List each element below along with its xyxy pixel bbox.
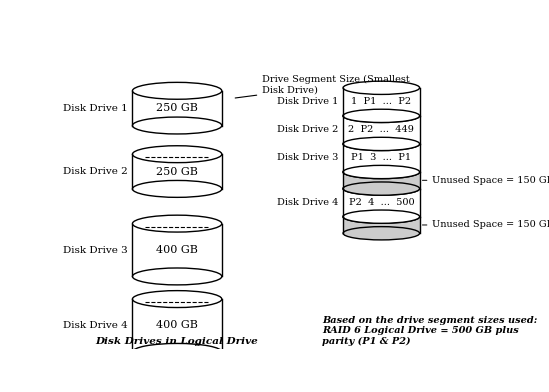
Ellipse shape xyxy=(343,227,419,240)
Text: Unused Space = 150 GB: Unused Space = 150 GB xyxy=(422,176,549,185)
Ellipse shape xyxy=(132,268,222,285)
Text: Disk Drive 2: Disk Drive 2 xyxy=(64,167,128,176)
Text: Unused Space = 150 GB: Unused Space = 150 GB xyxy=(422,220,549,229)
Text: Disk Drive 1: Disk Drive 1 xyxy=(277,97,339,106)
Text: 400 GB: 400 GB xyxy=(156,321,198,330)
Ellipse shape xyxy=(343,210,419,223)
Text: Disk Drive 3: Disk Drive 3 xyxy=(277,153,339,162)
Ellipse shape xyxy=(132,290,222,308)
FancyBboxPatch shape xyxy=(343,116,419,144)
FancyBboxPatch shape xyxy=(343,217,419,233)
FancyBboxPatch shape xyxy=(132,91,222,125)
Ellipse shape xyxy=(343,81,419,94)
Text: Disk Drive 4: Disk Drive 4 xyxy=(277,198,339,207)
Ellipse shape xyxy=(132,146,222,163)
Ellipse shape xyxy=(343,210,419,223)
FancyBboxPatch shape xyxy=(132,299,222,352)
Ellipse shape xyxy=(343,109,419,123)
FancyBboxPatch shape xyxy=(343,172,419,189)
Text: Disk Drives in Logical Drive: Disk Drives in Logical Drive xyxy=(96,337,259,346)
Ellipse shape xyxy=(132,82,222,99)
Text: P1  3  ...  P1: P1 3 ... P1 xyxy=(351,153,411,162)
Text: Disk Drive 4: Disk Drive 4 xyxy=(64,321,128,330)
Text: Disk Drive 1: Disk Drive 1 xyxy=(64,103,128,113)
FancyBboxPatch shape xyxy=(132,223,222,276)
Ellipse shape xyxy=(343,165,419,179)
FancyBboxPatch shape xyxy=(343,189,419,217)
Text: Based on the drive segment sizes used:
RAID 6 Logical Drive = 500 GB plus
parity: Based on the drive segment sizes used: R… xyxy=(322,316,537,346)
Ellipse shape xyxy=(343,137,419,151)
FancyBboxPatch shape xyxy=(132,154,222,189)
Text: 2  P2  ...  449: 2 P2 ... 449 xyxy=(349,125,414,134)
Text: 1  P1  ...  P2: 1 P1 ... P2 xyxy=(351,97,411,106)
Text: P2  4  ...  500: P2 4 ... 500 xyxy=(349,198,414,207)
Text: Disk Drive 2: Disk Drive 2 xyxy=(277,125,339,134)
Ellipse shape xyxy=(343,109,419,123)
Ellipse shape xyxy=(132,117,222,134)
Text: 250 GB: 250 GB xyxy=(156,103,198,113)
Text: Drive Segment Size (Smallest
Disk Drive): Drive Segment Size (Smallest Disk Drive) xyxy=(235,75,410,98)
Ellipse shape xyxy=(343,165,419,179)
Text: 250 GB: 250 GB xyxy=(156,167,198,176)
FancyBboxPatch shape xyxy=(343,144,419,172)
Text: 400 GB: 400 GB xyxy=(156,245,198,255)
Ellipse shape xyxy=(132,215,222,232)
Ellipse shape xyxy=(343,137,419,151)
Text: Disk Drive 3: Disk Drive 3 xyxy=(64,245,128,254)
Ellipse shape xyxy=(343,182,419,195)
Ellipse shape xyxy=(343,182,419,195)
Ellipse shape xyxy=(132,343,222,360)
FancyBboxPatch shape xyxy=(343,88,419,116)
Ellipse shape xyxy=(132,180,222,197)
